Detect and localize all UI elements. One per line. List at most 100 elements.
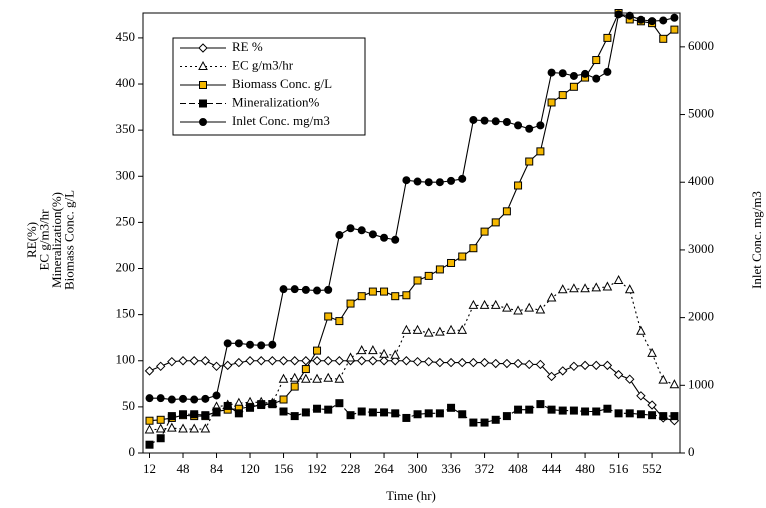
x-tick-label: 264 xyxy=(374,461,394,476)
x-tick-label: 12 xyxy=(143,461,156,476)
marker xyxy=(167,356,177,367)
marker xyxy=(167,395,176,404)
marker xyxy=(301,356,311,366)
marker xyxy=(402,413,411,422)
marker xyxy=(198,43,208,53)
y-tick-label: 450 xyxy=(116,29,136,44)
marker xyxy=(424,271,433,280)
marker xyxy=(155,423,166,433)
marker xyxy=(435,409,444,418)
x-tick-label: 516 xyxy=(609,461,629,476)
marker xyxy=(558,366,568,376)
marker xyxy=(513,305,523,315)
y-axis-label: Biomass Conc. g/L xyxy=(61,190,76,290)
marker xyxy=(335,399,344,408)
marker xyxy=(469,115,478,124)
marker xyxy=(592,407,601,416)
marker xyxy=(659,34,668,43)
marker xyxy=(268,340,277,349)
marker xyxy=(546,371,557,382)
marker xyxy=(424,178,433,187)
marker xyxy=(603,33,612,42)
marker xyxy=(670,25,679,34)
legend-label: RE % xyxy=(232,39,263,54)
marker xyxy=(268,400,277,409)
marker xyxy=(535,304,546,314)
marker xyxy=(479,357,490,368)
marker xyxy=(368,408,377,417)
marker xyxy=(603,67,612,76)
y2-tick-label: 6000 xyxy=(688,38,714,53)
marker xyxy=(525,157,534,166)
marker xyxy=(391,292,400,301)
marker xyxy=(178,423,188,433)
marker xyxy=(514,181,523,190)
marker xyxy=(257,400,266,409)
marker xyxy=(502,117,511,126)
marker xyxy=(447,176,456,185)
marker xyxy=(602,281,613,291)
marker xyxy=(446,357,456,368)
marker xyxy=(648,17,657,26)
marker xyxy=(458,410,467,419)
marker xyxy=(144,366,155,376)
marker xyxy=(279,285,288,294)
marker xyxy=(558,91,567,100)
marker xyxy=(246,403,255,412)
marker xyxy=(379,348,389,358)
marker xyxy=(547,68,556,77)
legend-label: Inlet Conc. mg/m3 xyxy=(232,113,330,128)
marker xyxy=(457,324,468,334)
marker xyxy=(278,356,289,366)
marker xyxy=(155,361,166,371)
marker xyxy=(525,124,534,133)
plot-frame xyxy=(142,12,681,454)
marker xyxy=(413,410,422,419)
marker xyxy=(301,373,311,383)
marker xyxy=(569,361,579,371)
marker xyxy=(447,403,456,412)
marker xyxy=(580,360,590,371)
marker xyxy=(212,408,221,417)
y-tick-label: 350 xyxy=(116,121,136,136)
marker xyxy=(167,422,177,432)
marker xyxy=(669,379,680,389)
marker xyxy=(603,404,612,413)
x-tick-label: 372 xyxy=(475,461,495,476)
marker xyxy=(458,252,467,261)
marker xyxy=(424,409,433,418)
legend-label: Biomass Conc. g/L xyxy=(232,76,332,91)
marker xyxy=(557,284,568,294)
marker xyxy=(189,356,199,366)
x-tick-label: 408 xyxy=(508,461,528,476)
marker xyxy=(625,11,634,20)
marker xyxy=(290,412,299,421)
marker xyxy=(289,372,300,382)
marker xyxy=(190,410,199,419)
y-tick-label: 300 xyxy=(116,167,136,182)
x-tick-label: 300 xyxy=(408,461,428,476)
marker xyxy=(402,176,411,185)
legend-label: EC g/m3/hr xyxy=(232,57,294,72)
y2-tick-label: 0 xyxy=(688,444,695,459)
marker xyxy=(234,409,243,418)
marker xyxy=(636,410,645,419)
marker xyxy=(257,341,266,350)
marker xyxy=(636,325,646,335)
marker xyxy=(357,226,366,235)
y-tick-label: 50 xyxy=(122,398,135,413)
marker xyxy=(536,147,545,156)
marker xyxy=(468,299,479,309)
x-tick-label: 336 xyxy=(441,461,461,476)
marker xyxy=(234,339,243,348)
marker xyxy=(246,340,255,349)
marker xyxy=(234,357,244,368)
marker xyxy=(324,312,333,321)
y2-tick-label: 3000 xyxy=(688,241,714,256)
marker xyxy=(198,60,208,70)
x-tick-label: 84 xyxy=(210,461,224,476)
marker xyxy=(536,121,545,130)
marker xyxy=(423,327,434,337)
marker xyxy=(469,244,478,253)
